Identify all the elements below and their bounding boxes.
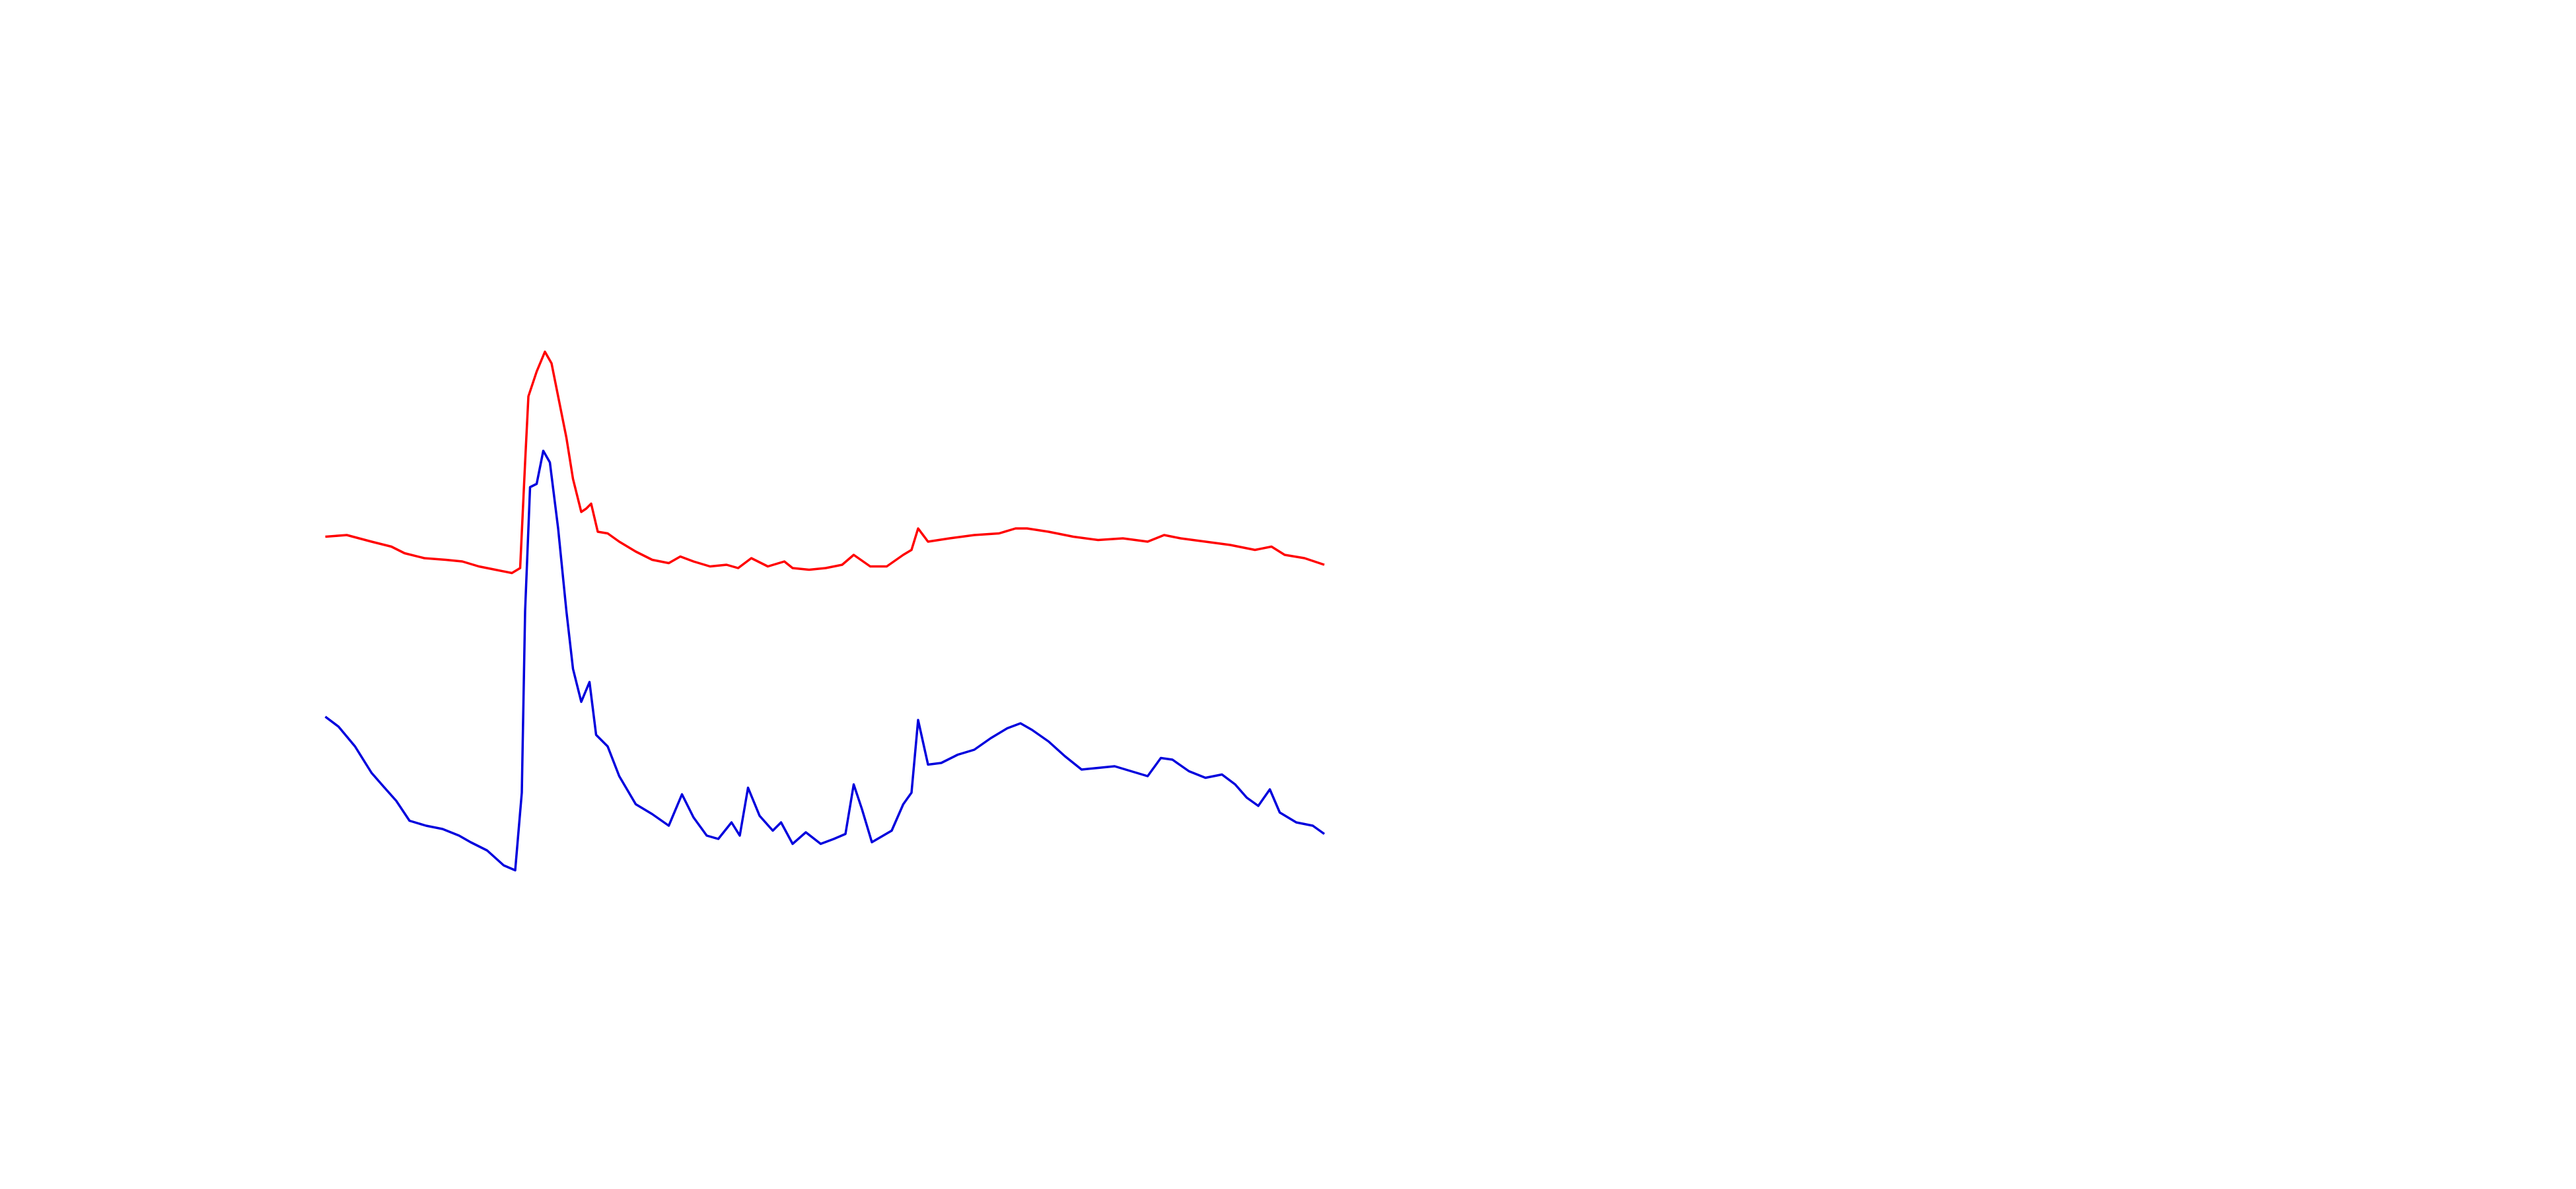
data-line <box>325 350 1325 575</box>
data-line <box>324 449 1326 872</box>
